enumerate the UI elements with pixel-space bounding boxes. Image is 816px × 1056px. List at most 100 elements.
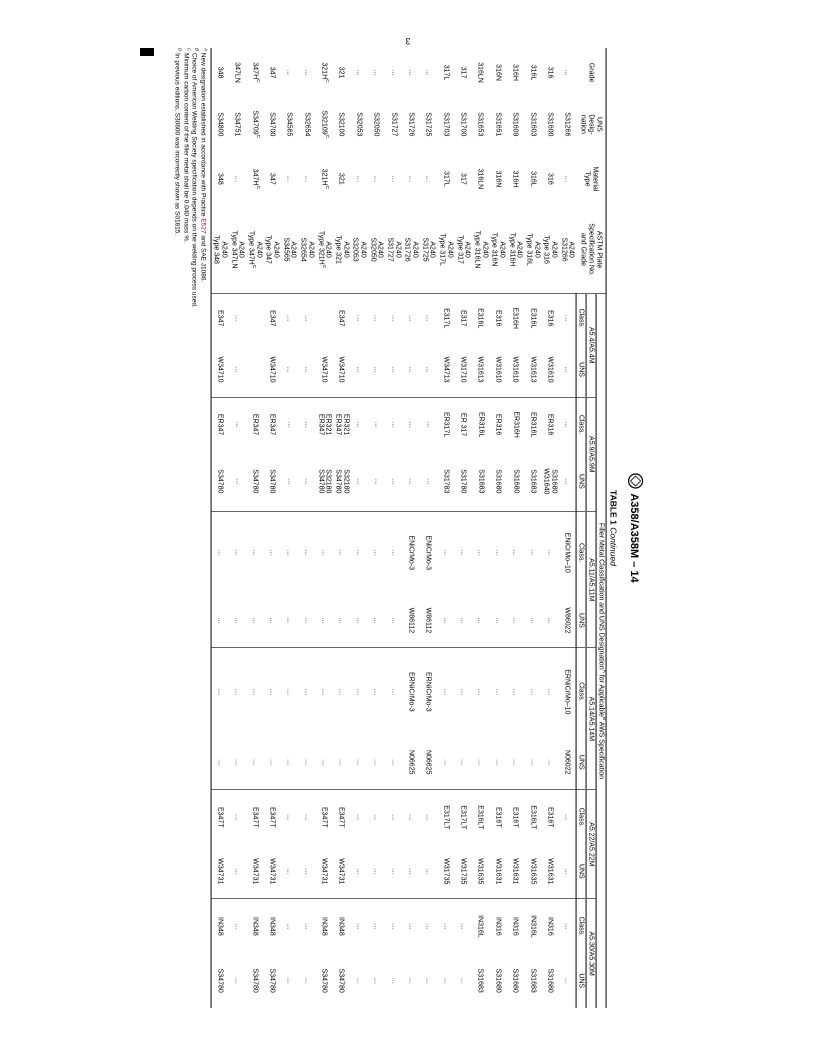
cell-c3: ENiCrMo–10 (559, 512, 576, 594)
cell-uns_d: S31651 (489, 97, 506, 152)
cell-c1: … (350, 293, 367, 342)
cell-u4: … (385, 735, 402, 790)
col-spanning: Filler Metal Classification and UNS Desi… (596, 293, 606, 1008)
class-hdr: Class. (576, 790, 586, 845)
cell-c4: … (368, 648, 385, 735)
cell-c3: … (211, 512, 229, 594)
cell-u4: N06625 (420, 735, 437, 790)
cell-c2: … (350, 397, 367, 452)
cell-grade: … (559, 48, 576, 97)
cell-u1: W31610 (489, 343, 506, 398)
cell-u2: S31783 (437, 452, 454, 512)
cell-u1: W31610 (541, 343, 558, 398)
cell-u1: W31710 (454, 343, 471, 398)
cell-c3: … (472, 512, 489, 594)
cell-uns_d: S31603 (524, 97, 541, 152)
cell-u2: S31680W31640 (541, 452, 558, 512)
table-row: 316LS31603316LA240Type 316LE316LW31613ER… (524, 48, 541, 1008)
cell-u4: … (507, 735, 524, 790)
cell-c4: … (315, 648, 332, 735)
cell-u5: … (402, 844, 419, 899)
cell-u1: W34710 (263, 343, 280, 398)
cell-c1: … (420, 293, 437, 342)
cell-c1: … (298, 293, 315, 342)
cell-uns_d: S32050 (368, 97, 385, 152)
table-row: 316LNS31653316LNA240Type 316LNE316LW3161… (472, 48, 489, 1008)
cell-u2: S31680 (489, 452, 506, 512)
cell-u4: … (524, 735, 541, 790)
cell-u5: … (350, 844, 367, 899)
cell-c1: … (281, 293, 298, 342)
cell-u6: … (420, 953, 437, 1008)
cell-u2: S32180S34780 (333, 452, 350, 512)
cell-plate: A240Type 317 (454, 206, 471, 293)
cell-u2: … (420, 452, 437, 512)
table-row: …S31726…A240S31726…………ENiCrMo-3W86112ERN… (402, 48, 419, 1008)
cell-c4: ERNiCrMo-3 (402, 648, 419, 735)
cell-c6: IN348 (211, 899, 229, 954)
cell-c1: E347 (211, 293, 229, 342)
cell-u4: … (298, 735, 315, 790)
cell-uns_d: S31266 (559, 97, 576, 152)
cell-c1: E317 (454, 293, 471, 342)
material-spec-table: Grade UNSDesig-nation MaterialType ASTM … (210, 48, 606, 1008)
astm-logo-icon (625, 473, 644, 489)
cell-mtype: 316H (507, 152, 524, 207)
cell-c4: … (541, 648, 558, 735)
cell-u3: … (472, 593, 489, 648)
cell-c1: … (559, 293, 576, 342)
cell-plate: A240Type 316L (524, 206, 541, 293)
cell-u3: … (263, 593, 280, 648)
cell-c6: IN348 (263, 899, 280, 954)
cell-c4: … (489, 648, 506, 735)
cell-grade: … (368, 48, 385, 97)
cell-u4: … (541, 735, 558, 790)
cell-c5: E347T (263, 790, 280, 845)
cell-u5: … (559, 844, 576, 899)
class-hdr: Class. (576, 397, 586, 452)
cell-u4: … (472, 735, 489, 790)
cell-plate: A240S31726 (402, 206, 419, 293)
cell-c1 (315, 293, 332, 342)
cell-plate: A240Type 321 (333, 206, 350, 293)
cell-u1: … (350, 343, 367, 398)
cell-u3: … (541, 593, 558, 648)
rotated-content: A358/A358M – 14 TABLE 1 Continued Grade … (172, 48, 643, 1008)
uns-hdr: UNS (576, 343, 586, 398)
cell-u1: W34710 (315, 343, 332, 398)
cell-u6: … (229, 953, 246, 1008)
cell-grade: 347 (263, 48, 280, 97)
cell-uns_d: S34700 (263, 97, 280, 152)
table-row: 316NS31651316NA240Type 316NE316W31610ER3… (489, 48, 506, 1008)
cell-c2: ER316L (472, 397, 489, 452)
cell-c5: E347T (315, 790, 332, 845)
cell-c6: IN316 (489, 899, 506, 954)
cell-c3: … (333, 512, 350, 594)
cell-grade: 316N (489, 48, 506, 97)
cell-u5: W31735 (437, 844, 454, 899)
cell-u4: … (454, 735, 471, 790)
cell-uns_d: S31600 (541, 97, 558, 152)
cell-u4: … (263, 735, 280, 790)
cell-c6: … (385, 899, 402, 954)
cell-c4: … (472, 648, 489, 735)
cell-u3: … (385, 593, 402, 648)
cell-c4: … (350, 648, 367, 735)
cell-c2: ER347 (263, 397, 280, 452)
uns-hdr: UNS (576, 735, 586, 790)
cell-u2: … (298, 452, 315, 512)
cell-u5: W34731 (263, 844, 280, 899)
cell-u6: … (350, 953, 367, 1008)
cell-u5: W34731 (246, 844, 263, 899)
cell-plate: A240S31266 (559, 206, 576, 293)
cell-u2: S34780 (211, 452, 229, 512)
spec-col-0: A5.4/A5.4M (586, 293, 596, 397)
cell-c6: … (350, 899, 367, 954)
cell-u2: … (350, 452, 367, 512)
cell-plate: A240Type 317L (437, 206, 454, 293)
cell-uns_d: S34751 (229, 97, 246, 152)
table-row: 317LS31703317LA240Type 317LE317LW34713ER… (437, 48, 454, 1008)
cell-u3: … (489, 593, 506, 648)
cell-u2: … (229, 452, 246, 512)
cell-c4: ERNiCrMo-3 (420, 648, 437, 735)
